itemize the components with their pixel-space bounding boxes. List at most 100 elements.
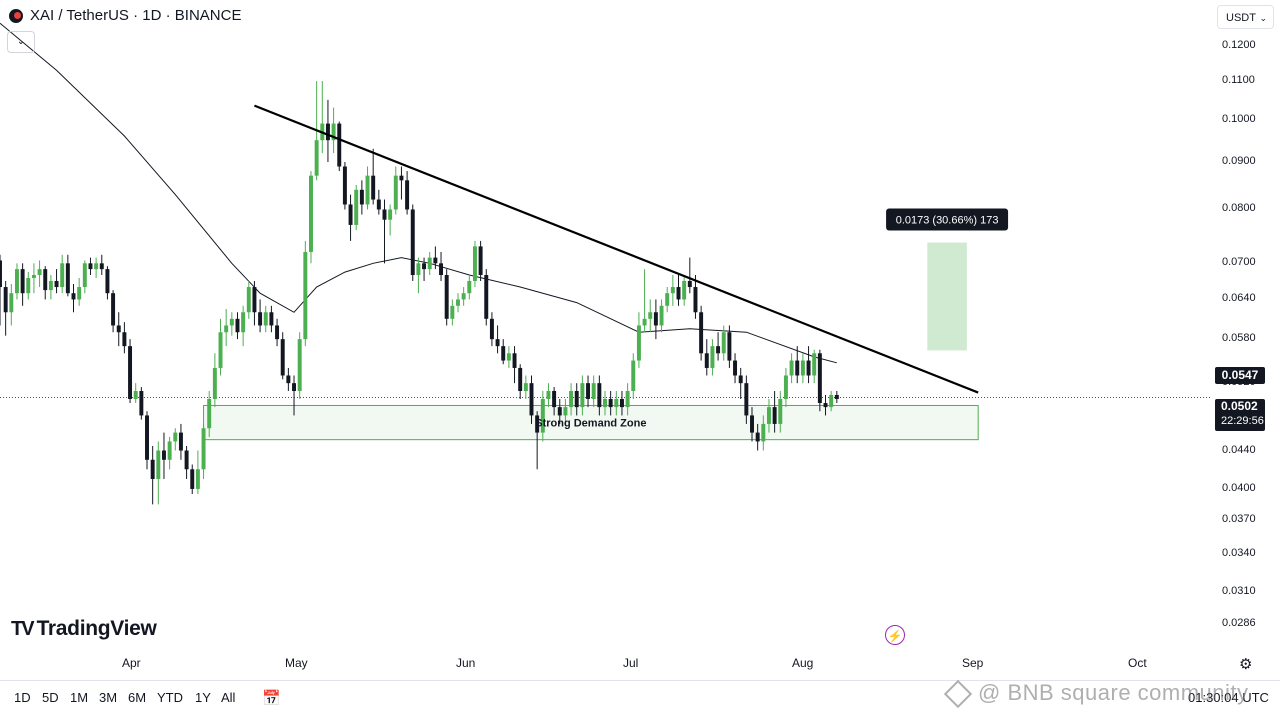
candle: [744, 375, 749, 424]
candle-body: [122, 332, 127, 347]
candle: [636, 312, 641, 368]
symbol-title[interactable]: XAI / TetherUS · 1D · BINANCE: [30, 7, 242, 24]
candle-body: [478, 246, 483, 276]
candle-body: [563, 407, 568, 416]
candle-body: [546, 390, 551, 399]
candle-body: [574, 390, 579, 408]
candle: [269, 305, 274, 333]
collapse-legend-button[interactable]: ⌄: [7, 31, 35, 53]
candle-body: [716, 346, 721, 354]
price-axis-label: 0.0800: [1222, 202, 1256, 215]
calendar-goto-icon[interactable]: 📅: [262, 690, 281, 707]
candle: [450, 299, 455, 326]
candle-body: [365, 175, 370, 205]
candle-body: [167, 441, 172, 460]
candle: [376, 189, 381, 215]
tradingview-logo[interactable]: TV TradingView: [11, 617, 157, 641]
candle-body: [653, 312, 658, 326]
candle-body: [105, 269, 110, 294]
candle: [280, 332, 285, 380]
candle: [0, 254, 2, 326]
candle: [235, 312, 240, 340]
range-button-5d[interactable]: 5D: [42, 690, 59, 705]
candle: [738, 367, 743, 399]
candle: [31, 263, 36, 294]
candle: [292, 375, 296, 416]
lightning-icon[interactable]: ⚡: [885, 625, 905, 645]
candle: [546, 383, 551, 408]
candle: [727, 325, 732, 368]
candle-body: [772, 407, 777, 424]
chevron-down-icon: ⌄: [1259, 13, 1267, 23]
time-axis-label: May: [285, 656, 308, 670]
utc-clock[interactable]: 01:30:04 UTC: [1188, 690, 1269, 705]
range-button-1m[interactable]: 1M: [70, 690, 89, 705]
candle-body: [224, 325, 229, 333]
candle-body: [416, 263, 421, 276]
candle: [597, 375, 602, 416]
candle-body: [727, 332, 732, 361]
candle-body: [603, 398, 607, 408]
candle-body: [710, 346, 715, 368]
candle: [456, 293, 460, 313]
candle-body: [670, 287, 675, 294]
candle-body: [597, 383, 602, 408]
candle-body: [263, 312, 268, 326]
gear-icon[interactable]: ⚙: [1239, 656, 1253, 673]
candle: [495, 325, 500, 354]
currency-select[interactable]: USDT ⌄: [1217, 5, 1274, 29]
candle-body: [77, 287, 82, 300]
candle-body: [88, 263, 93, 270]
candle-body: [309, 175, 313, 252]
candle-body: [241, 312, 246, 333]
candle-body: [552, 390, 557, 408]
candle-body: [178, 432, 183, 451]
candle-body: [314, 140, 319, 176]
candle: [382, 199, 387, 264]
candle-body: [812, 353, 817, 376]
candle-body: [275, 325, 280, 340]
candle: [586, 375, 591, 408]
candle: [297, 332, 302, 399]
candle: [472, 240, 477, 288]
candle: [783, 367, 788, 408]
candle: [574, 383, 579, 416]
watermark: @ BNB square community: [943, 680, 1249, 709]
demand-zone-label: Strong Demand Zone: [535, 418, 646, 430]
candle: [557, 398, 562, 424]
price-axis-label: 0.0370: [1222, 513, 1256, 526]
candle: [201, 423, 206, 479]
candle-body: [405, 180, 410, 210]
range-button-1d[interactable]: 1D: [14, 690, 31, 705]
candle: [348, 194, 353, 241]
price-axis-label: 0.0640: [1222, 292, 1256, 305]
candle-body: [82, 263, 87, 288]
time-axis-label: Jun: [456, 656, 476, 670]
candle: [14, 263, 19, 300]
range-button-3m[interactable]: 3M: [99, 690, 118, 705]
range-button-6m[interactable]: 6M: [128, 690, 147, 705]
candle-body: [376, 199, 381, 210]
candle: [173, 428, 178, 451]
range-button-1y[interactable]: 1Y: [195, 690, 211, 705]
candle-body: [207, 398, 212, 429]
candle-body: [229, 318, 234, 326]
currency-label: USDT: [1226, 12, 1256, 24]
candle: [817, 349, 822, 412]
candle: [642, 269, 647, 333]
candle: [275, 318, 280, 347]
target-label-box: [886, 208, 1009, 231]
candle: [3, 280, 8, 336]
watermark-text: @ BNB square community: [978, 680, 1249, 705]
price-axis-label: 0.1200: [1222, 39, 1256, 52]
candle: [371, 148, 376, 205]
range-button-all[interactable]: All: [221, 690, 236, 705]
candle-body: [444, 275, 449, 319]
candle-body: [65, 263, 70, 294]
range-button-ytd[interactable]: YTD: [157, 690, 183, 705]
chart-header: XAI / TetherUS · 1D · BINANCE USDT ⌄: [0, 0, 1280, 32]
candle: [766, 398, 771, 433]
time-axis-label: Oct: [1128, 656, 1147, 670]
candle: [111, 290, 116, 333]
